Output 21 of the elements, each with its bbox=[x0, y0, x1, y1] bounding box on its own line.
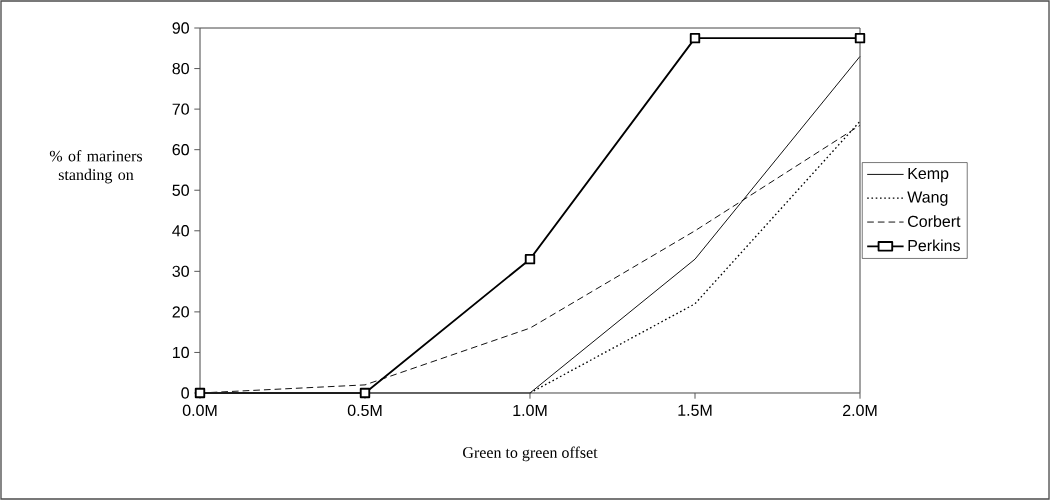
y-tick-label: 30 bbox=[172, 265, 189, 277]
legend-label: Wang bbox=[907, 191, 948, 206]
x-axis-title: Green to green offset bbox=[463, 446, 598, 462]
y-tick-label: 0 bbox=[181, 387, 189, 399]
y-tick-label: 90 bbox=[172, 22, 189, 34]
x-tick-label: 1.5M bbox=[678, 404, 712, 416]
legend-label: Corbert bbox=[908, 215, 961, 227]
y-tick-label: 40 bbox=[172, 225, 189, 237]
y-tick-label: 10 bbox=[173, 346, 189, 359]
legend-label: Kemp bbox=[908, 167, 949, 183]
x-tick-label: 1.0M bbox=[513, 404, 547, 417]
y-tick-label: 50 bbox=[172, 184, 189, 196]
y-tick-label: 70 bbox=[172, 103, 189, 115]
legend-label: Perkins bbox=[908, 239, 960, 252]
y-tick-label: 80 bbox=[172, 62, 189, 75]
x-tick-label: 0.0M bbox=[182, 404, 217, 417]
x-tick-label: 2.0M bbox=[843, 404, 877, 417]
y-tick-label: 20 bbox=[172, 306, 189, 318]
y-tick-label: 60 bbox=[172, 144, 189, 156]
x-tick-label: 0.5M bbox=[347, 404, 382, 417]
y-axis-title: % of mariners standing on bbox=[49, 150, 143, 184]
